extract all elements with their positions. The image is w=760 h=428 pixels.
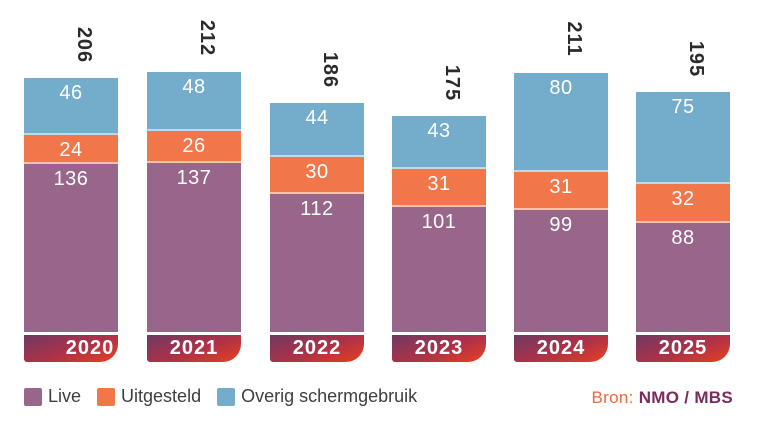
source-credit: Bron: NMO / MBS — [592, 388, 733, 408]
year-label-2024: 2024 — [514, 335, 608, 362]
segment-uitgesteld-2020: 24 — [24, 134, 118, 165]
bar-total-2024: 211 — [563, 21, 585, 57]
bar-total-2020: 206 — [73, 26, 95, 64]
legend-swatch-uitgesteld — [97, 387, 116, 406]
bar-total-2022: 186 — [319, 51, 341, 88]
chart-legend: Live Uitgesteld Overig schermgebruik — [24, 386, 417, 407]
source-prefix: Bron: — [591, 388, 634, 407]
segment-live-2020: 136 — [24, 164, 118, 332]
legend-label-overig: Overig schermgebruik — [241, 386, 418, 406]
year-label-2021: 2021 — [147, 335, 241, 362]
segment-uitgesteld-2023: 31 — [392, 169, 486, 208]
segment-overig-schermgebruik-2020: 46 — [24, 78, 118, 135]
bar-total-2021: 212 — [196, 19, 218, 56]
segment-uitgesteld-2022: 30 — [270, 156, 364, 194]
year-label-2025: 2025 — [636, 335, 730, 362]
segment-overig-schermgebruik-2022: 44 — [270, 102, 364, 157]
segment-live-2021: 137 — [147, 163, 241, 332]
legend-label-live: Live — [48, 386, 82, 406]
segment-live-2024: 99 — [514, 209, 608, 332]
legend-swatch-live — [24, 387, 42, 406]
segment-overig-schermgebruik-2024: 80 — [514, 73, 608, 172]
year-label-2020: 2020 — [24, 335, 118, 362]
legend-item-uitgesteld: Uitgesteld — [97, 386, 201, 407]
segment-live-2025: 88 — [636, 223, 730, 332]
legend-swatch-overig — [217, 387, 236, 406]
source-name: NMO / MBS — [638, 388, 733, 407]
segment-overig-schermgebruik-2021: 48 — [147, 71, 241, 131]
segment-uitgesteld-2024: 31 — [514, 171, 608, 210]
legend-item-overig: Overig schermgebruik — [217, 386, 417, 407]
segment-uitgesteld-2021: 26 — [147, 131, 241, 164]
legend-label-uitgesteld: Uitgesteld — [121, 386, 202, 406]
legend-item-live: Live — [24, 386, 81, 407]
year-label-2023: 2023 — [392, 335, 486, 362]
segment-uitgesteld-2025: 32 — [636, 184, 730, 224]
bar-total-2023: 175 — [441, 65, 463, 102]
year-label-2022: 2022 — [270, 335, 364, 362]
segment-live-2023: 101 — [392, 207, 486, 332]
segment-live-2022: 112 — [270, 193, 364, 332]
segment-overig-schermgebruik-2025: 75 — [636, 91, 730, 185]
bar-total-2025: 195 — [685, 40, 707, 77]
segment-overig-schermgebruik-2023: 43 — [392, 116, 486, 170]
